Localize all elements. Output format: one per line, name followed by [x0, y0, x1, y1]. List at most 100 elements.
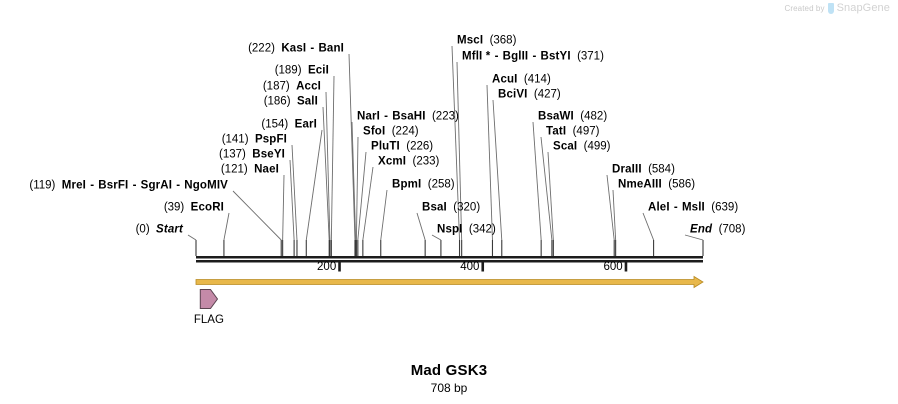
enzyme-name-nari[interactable]: NarI — [357, 110, 380, 123]
enzyme-name-ngomiv[interactable]: NgoMIV — [184, 179, 228, 192]
enzyme-name-acui[interactable]: AcuI — [492, 73, 518, 86]
enzyme-position-nari-bsahi: (223) — [431, 110, 459, 123]
ruler-tick-200 — [338, 262, 341, 272]
enzyme-label-naei[interactable]: (121) NaeI — [221, 164, 279, 177]
enzyme-name-alei[interactable]: AleI — [648, 201, 670, 214]
enzyme-name-bsrfi[interactable]: BsrFI — [98, 179, 129, 192]
enzyme-name-kasi[interactable]: KasI — [281, 42, 307, 55]
enzyme-name-ecori[interactable]: EcoRI — [190, 201, 224, 214]
enzyme-name-bani[interactable]: BanI — [318, 42, 344, 55]
enzyme-name-acci[interactable]: AccI — [296, 80, 321, 93]
enzyme-name-pluti[interactable]: PluTI — [371, 140, 400, 153]
enzyme-label-start[interactable]: (0) Start — [136, 224, 183, 237]
enzyme-position-mfli-bglii-bstyi: (371) — [577, 50, 604, 63]
enzyme-position-xcmi: (233) — [412, 155, 440, 168]
orf-arrow — [195, 275, 704, 289]
backbone-line-bottom — [196, 260, 703, 263]
enzyme-name-bpmi[interactable]: BpmI — [392, 178, 422, 191]
enzyme-position-nspi: (342) — [468, 223, 496, 236]
enzyme-name-ecii[interactable]: EciI — [307, 64, 329, 77]
enzyme-name-sfoi[interactable]: SfoI — [363, 125, 386, 138]
leader-line-start — [187, 234, 197, 241]
enzyme-position-bsawi: (482) — [580, 110, 608, 123]
enzyme-label-tati[interactable]: TatI (497) — [546, 126, 599, 139]
enzyme-label-nspi[interactable]: NspI (342) — [437, 224, 496, 237]
enzyme-label-pluti[interactable]: PluTI (226) — [371, 141, 433, 154]
enzyme-name-nmeaiii[interactable]: NmeAIII — [618, 178, 662, 191]
enzyme-label-mfli-bglii-bstyi[interactable]: MflI * - BglII - BstYI (371) — [462, 51, 604, 64]
enzyme-label-bcivi[interactable]: BciVI (427) — [498, 89, 561, 102]
enzyme-name-bstyi[interactable]: BstYI — [540, 50, 571, 63]
enzyme-name-separator: - — [380, 110, 392, 123]
ruler-tick-600 — [624, 262, 628, 272]
enzyme-name-bsawi[interactable]: BsaWI — [538, 110, 574, 123]
leader-line-naei — [282, 174, 285, 241]
enzyme-name-separator: - — [670, 201, 681, 214]
enzyme-name-nspi[interactable]: NspI — [437, 223, 463, 236]
enzyme-label-ecii[interactable]: (189) EciI — [275, 65, 329, 78]
leader-line-xcmi — [362, 166, 374, 241]
enzyme-label-acci[interactable]: (187) AccI — [263, 81, 321, 94]
enzyme-position-nmeaiii: (586) — [668, 178, 696, 191]
enzyme-label-acui[interactable]: AcuI (414) — [492, 74, 551, 87]
enzyme-label-pspfi[interactable]: (141) PspFI — [222, 134, 287, 147]
enzyme-name-bsahi[interactable]: BsaHI — [392, 110, 426, 123]
enzyme-name-draiii[interactable]: DraIII — [612, 163, 642, 176]
enzyme-label-nmeaiii[interactable]: NmeAIII (586) — [618, 179, 695, 192]
enzyme-name-mfli[interactable]: MflI * — [462, 50, 491, 63]
enzyme-name-mrei[interactable]: MreI — [61, 179, 87, 192]
enzyme-label-sali[interactable]: (186) SalI — [264, 96, 318, 109]
enzyme-label-bseyi[interactable]: (137) BseYI — [219, 149, 285, 162]
enzyme-name-sali[interactable]: SalI — [296, 95, 318, 108]
enzyme-position-end: (708) — [718, 223, 746, 236]
enzyme-label-mrei-bsrfi-sgrai-ngomiv[interactable]: (119) MreI - BsrFI - SgrAI - NgoMIV — [29, 180, 228, 193]
enzyme-label-bsai[interactable]: BsaI (320) — [422, 202, 480, 215]
enzyme-name-msli[interactable]: MslI — [681, 201, 705, 214]
enzyme-name-tati[interactable]: TatI — [546, 125, 567, 138]
enzyme-label-draiii[interactable]: DraIII (584) — [612, 164, 675, 177]
enzyme-label-nari-bsahi[interactable]: NarI - BsaHI (223) — [357, 111, 459, 124]
leader-line-nmeaiii — [612, 189, 617, 241]
enzyme-position-naei: (121) — [220, 163, 248, 176]
leader-line-scai — [547, 151, 554, 241]
enzyme-name-scai[interactable]: ScaI — [553, 140, 578, 153]
watermark-created-by-text: Created by — [784, 3, 825, 13]
enzyme-label-scai[interactable]: ScaI (499) — [553, 141, 611, 154]
enzyme-label-msci[interactable]: MscI (368) — [457, 35, 516, 48]
ruler-tick-400 — [481, 262, 485, 272]
enzyme-label-sfoi[interactable]: SfoI (224) — [363, 126, 419, 139]
enzyme-name-bsai[interactable]: BsaI — [422, 201, 447, 214]
enzyme-name-bglii[interactable]: BglII — [502, 50, 529, 63]
enzyme-name-naei[interactable]: NaeI — [254, 163, 279, 176]
enzyme-name-end[interactable]: End — [690, 223, 713, 236]
enzyme-label-eari[interactable]: (154) EarI — [261, 119, 317, 132]
enzyme-label-xcmi[interactable]: XcmI (233) — [378, 156, 439, 169]
leader-line-ecori — [223, 212, 230, 241]
leader-line-bsawi — [532, 121, 542, 241]
enzyme-name-bcivi[interactable]: BciVI — [498, 88, 528, 101]
leader-line-pspfi — [291, 144, 298, 241]
leader-line-sali — [322, 106, 330, 241]
enzyme-name-pspfi[interactable]: PspFI — [254, 133, 287, 146]
enzyme-label-ecori[interactable]: (39) EcoRI — [164, 202, 224, 215]
enzyme-name-start[interactable]: Start — [156, 223, 183, 236]
enzyme-name-msci[interactable]: MscI — [457, 34, 484, 47]
enzyme-name-bseyi[interactable]: BseYI — [252, 148, 285, 161]
enzyme-label-bsawi[interactable]: BsaWI (482) — [538, 111, 607, 124]
enzyme-label-kasi-bani[interactable]: (222) KasI - BanI — [248, 43, 344, 56]
enzyme-label-alei-msli[interactable]: AleI - MslI (639) — [648, 202, 738, 215]
enzyme-position-kasi-bani: (222) — [248, 42, 275, 55]
leader-line-bcivi — [492, 99, 503, 241]
enzyme-name-eari[interactable]: EarI — [294, 118, 317, 131]
ruler-label-200: 200 — [317, 261, 337, 273]
enzyme-name-sgrai[interactable]: SgrAI — [140, 179, 173, 192]
enzyme-label-bpmi[interactable]: BpmI (258) — [392, 179, 455, 192]
enzyme-name-xcmi[interactable]: XcmI — [378, 155, 407, 168]
leader-line-kasi-bani — [348, 53, 356, 241]
leader-line-bpmi — [380, 189, 388, 241]
watermark-brand-text: SnapGene — [836, 2, 890, 14]
snapgene-flag-icon — [827, 2, 834, 14]
leader-line-pluti — [357, 151, 367, 241]
enzyme-label-end[interactable]: End (708) — [690, 224, 745, 237]
sequence-length-text: 708 bp — [430, 381, 468, 395]
